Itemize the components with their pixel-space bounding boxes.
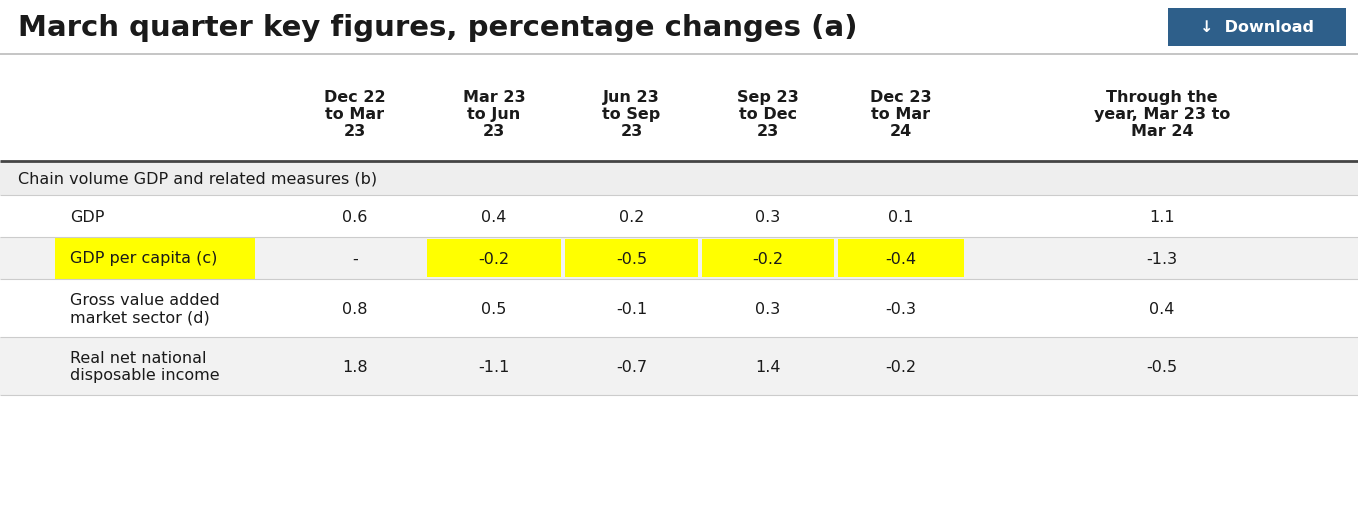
Text: -0.2: -0.2 xyxy=(752,251,784,266)
Text: -0.2: -0.2 xyxy=(885,359,917,374)
Text: -: - xyxy=(352,251,359,266)
Text: March quarter key figures, percentage changes (a): March quarter key figures, percentage ch… xyxy=(18,13,857,41)
Text: Jun 23
to Sep
23: Jun 23 to Sep 23 xyxy=(603,90,660,139)
Text: Mar 23
to Jun
23: Mar 23 to Jun 23 xyxy=(463,90,526,139)
Text: -0.5: -0.5 xyxy=(617,251,646,266)
Text: 1.1: 1.1 xyxy=(1149,209,1175,224)
Text: 0.4: 0.4 xyxy=(1149,301,1175,316)
Text: GDP: GDP xyxy=(71,209,105,224)
Text: -0.7: -0.7 xyxy=(617,359,646,374)
Text: GDP per capita (c): GDP per capita (c) xyxy=(71,251,217,266)
Text: Through the
year, Mar 23 to
Mar 24: Through the year, Mar 23 to Mar 24 xyxy=(1093,90,1230,139)
Text: Sep 23
to Dec
23: Sep 23 to Dec 23 xyxy=(737,90,799,139)
Text: 0.6: 0.6 xyxy=(342,209,368,224)
Text: Gross value added
market sector (d): Gross value added market sector (d) xyxy=(71,292,220,325)
Text: 1.8: 1.8 xyxy=(342,359,368,374)
Bar xyxy=(0,195,1358,238)
Text: 0.3: 0.3 xyxy=(755,209,781,224)
Bar xyxy=(1168,9,1346,46)
Text: -0.5: -0.5 xyxy=(1146,359,1177,374)
Text: Chain volume GDP and related measures (b): Chain volume GDP and related measures (b… xyxy=(18,171,378,186)
Text: Dec 23
to Mar
24: Dec 23 to Mar 24 xyxy=(870,90,932,139)
Text: 1.4: 1.4 xyxy=(755,359,781,374)
Text: 0.2: 0.2 xyxy=(619,209,644,224)
Bar xyxy=(0,162,1358,195)
Text: Dec 22
to Mar
23: Dec 22 to Mar 23 xyxy=(325,90,386,139)
Bar xyxy=(56,238,255,279)
Bar xyxy=(0,0,1358,55)
Bar xyxy=(0,238,1358,279)
Text: -0.2: -0.2 xyxy=(478,251,509,266)
Bar xyxy=(0,337,1358,395)
Text: -0.4: -0.4 xyxy=(885,251,917,266)
Text: -1.1: -1.1 xyxy=(478,359,509,374)
Bar xyxy=(0,279,1358,337)
Text: -0.3: -0.3 xyxy=(885,301,917,316)
Text: -1.3: -1.3 xyxy=(1146,251,1177,266)
Bar xyxy=(838,240,964,277)
Bar xyxy=(565,240,698,277)
Text: 0.5: 0.5 xyxy=(481,301,507,316)
Text: 0.4: 0.4 xyxy=(481,209,507,224)
Bar xyxy=(426,240,561,277)
Text: ↓  Download: ↓ Download xyxy=(1200,20,1315,35)
Bar xyxy=(702,240,834,277)
Text: Real net national
disposable income: Real net national disposable income xyxy=(71,350,220,382)
Text: 0.3: 0.3 xyxy=(755,301,781,316)
Bar xyxy=(0,67,1358,162)
Text: -0.1: -0.1 xyxy=(617,301,648,316)
Text: 0.1: 0.1 xyxy=(888,209,914,224)
Text: 0.8: 0.8 xyxy=(342,301,368,316)
